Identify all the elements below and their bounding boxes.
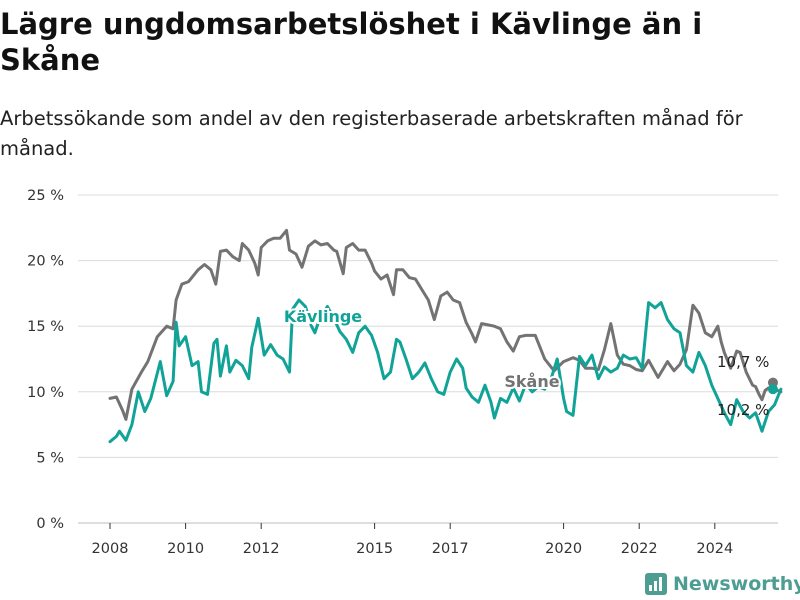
x-tick-label: 2022 — [621, 541, 658, 557]
chart-subtitle: Arbetssökande som andel av den registerb… — [0, 107, 743, 160]
x-tick-label: 2024 — [696, 541, 733, 557]
x-tick-label: 2017 — [432, 541, 469, 557]
series-name-label-kavlinge: Kävlinge — [284, 307, 362, 326]
x-tick-label: 2010 — [167, 541, 204, 557]
y-tick-label: 10 % — [27, 385, 64, 401]
series-line-skane — [108, 228, 783, 421]
series-line-kavlinge — [108, 298, 783, 444]
y-tick-label: 15 % — [27, 319, 64, 335]
x-tick-label: 2008 — [92, 541, 129, 557]
series-end-label-skane: 10,7 % — [717, 353, 769, 371]
x-tick-label: 2012 — [243, 541, 280, 557]
y-tick-label: 20 % — [27, 254, 64, 270]
y-tick-label: 25 % — [27, 188, 64, 204]
chart-title: Lägre ungdomsarbetslöshet i Kävlinge än … — [0, 7, 703, 77]
brand-name: Newsworthy — [673, 573, 800, 595]
newsworthy-logo: Newsworthy — [645, 570, 800, 598]
y-tick-label: 5 % — [36, 450, 64, 466]
x-tick-label: 2015 — [356, 541, 393, 557]
series-name-label-skane: Skåne — [504, 372, 559, 391]
series-end-label-kavlinge: 10,2 % — [717, 401, 769, 419]
x-tick-label: 2020 — [545, 541, 582, 557]
y-tick-label: 0 % — [36, 516, 64, 532]
bar-chart-icon — [645, 573, 667, 595]
series-end-dot-kavlinge — [767, 384, 778, 395]
